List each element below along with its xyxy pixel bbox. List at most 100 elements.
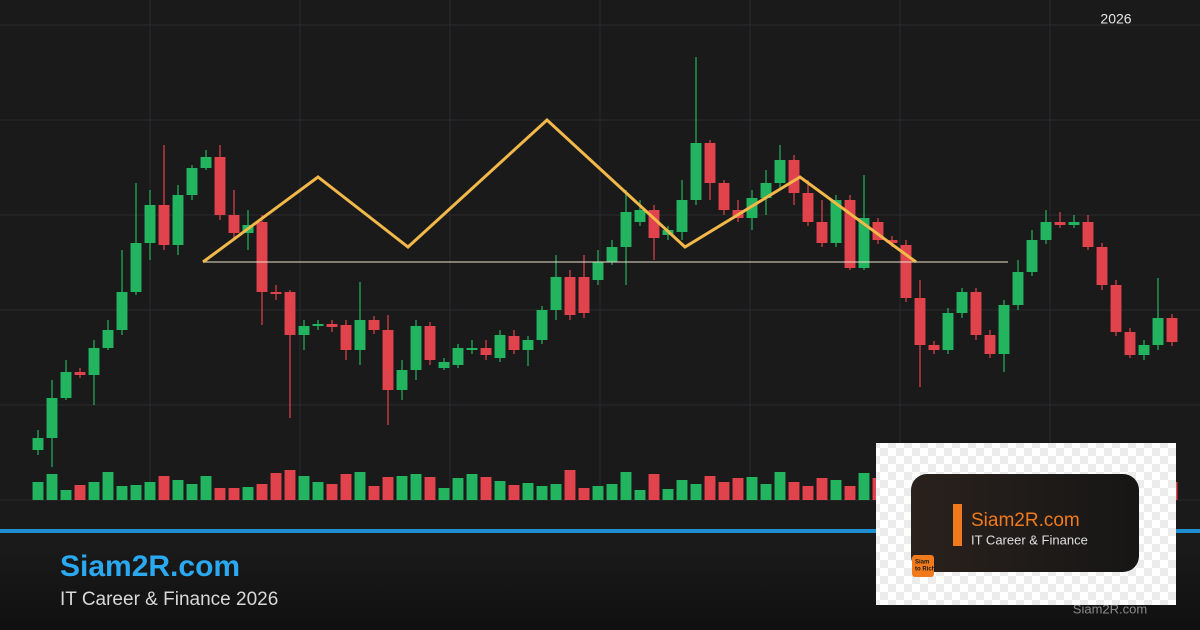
volume-bar bbox=[256, 484, 268, 500]
volume-bar bbox=[606, 484, 618, 500]
candle-body bbox=[774, 160, 786, 183]
candle-body bbox=[942, 313, 954, 350]
volume-bar bbox=[802, 486, 814, 500]
candle-body bbox=[746, 198, 758, 218]
candle-body bbox=[886, 240, 898, 243]
candle-body bbox=[1026, 240, 1038, 272]
volume-bar bbox=[578, 488, 590, 500]
candle-body bbox=[256, 222, 268, 292]
volume-bar bbox=[242, 487, 254, 500]
candle-body bbox=[1012, 272, 1024, 305]
volume-bar bbox=[620, 472, 632, 500]
volume-bar bbox=[844, 486, 856, 500]
candle-body bbox=[550, 277, 562, 310]
candle-body bbox=[228, 215, 240, 233]
candle-body bbox=[46, 398, 58, 438]
candle-body bbox=[270, 292, 282, 294]
candle-body bbox=[1096, 247, 1108, 285]
grid bbox=[0, 0, 1200, 501]
logo-tagline: IT Career & Finance bbox=[971, 532, 1088, 547]
volume-bar bbox=[32, 482, 44, 500]
volume-bar bbox=[368, 486, 380, 500]
candle-body bbox=[760, 183, 772, 198]
candle-body bbox=[1110, 285, 1122, 332]
volume-bar bbox=[326, 484, 338, 500]
volume-bar bbox=[494, 481, 506, 500]
volume-bar bbox=[662, 489, 674, 500]
volume-bar bbox=[732, 478, 744, 500]
candle-body bbox=[914, 298, 926, 345]
candle-body bbox=[830, 200, 842, 243]
candle-body bbox=[578, 277, 590, 313]
candle-body bbox=[1138, 345, 1150, 355]
candle-body bbox=[564, 277, 576, 315]
logo-card: Siam2R.com IT Career & Finance Siam to R… bbox=[876, 443, 1176, 605]
volume-bar bbox=[466, 474, 478, 500]
volume-bar bbox=[340, 474, 352, 500]
volume-bar bbox=[312, 482, 324, 500]
volume-bar bbox=[508, 485, 520, 500]
volume-bar bbox=[382, 477, 394, 500]
candle-body bbox=[186, 168, 198, 195]
volume-bar bbox=[564, 470, 576, 500]
candle-body bbox=[284, 292, 296, 335]
volume-bar bbox=[130, 485, 142, 500]
volume-bar bbox=[830, 480, 842, 500]
volume-bar bbox=[158, 476, 170, 500]
volume-bar bbox=[746, 477, 758, 500]
candle-body bbox=[536, 310, 548, 340]
candle-body bbox=[382, 330, 394, 390]
candle-body bbox=[452, 348, 464, 365]
candle-body bbox=[312, 324, 324, 326]
candle-body bbox=[522, 340, 534, 350]
candle-body bbox=[592, 262, 604, 280]
candle-body bbox=[634, 210, 646, 222]
volume-bar bbox=[760, 484, 772, 500]
volume-bar bbox=[88, 482, 100, 500]
candle-body bbox=[116, 292, 128, 330]
candle-body bbox=[900, 245, 912, 298]
candle-body bbox=[158, 205, 170, 245]
volume-bar bbox=[676, 480, 688, 500]
volume-bar bbox=[452, 478, 464, 500]
candle-body bbox=[928, 345, 940, 350]
volume-bar bbox=[144, 482, 156, 500]
candle-body bbox=[984, 335, 996, 354]
candle-body bbox=[718, 183, 730, 210]
candle-body bbox=[1054, 222, 1066, 225]
volume-bar bbox=[298, 476, 310, 500]
logo-name: Siam2R.com bbox=[971, 510, 1080, 531]
candle-body bbox=[1166, 318, 1178, 342]
volume-bar bbox=[816, 478, 828, 500]
candle-body bbox=[494, 335, 506, 358]
candle-body bbox=[816, 222, 828, 243]
candle-body bbox=[872, 222, 884, 240]
volume-bar bbox=[228, 488, 240, 500]
volume-bar bbox=[788, 482, 800, 500]
candle-body bbox=[956, 292, 968, 313]
volume-bar bbox=[424, 477, 436, 500]
candle-body bbox=[1068, 222, 1080, 225]
candle-body bbox=[354, 320, 366, 350]
volume-bar bbox=[648, 474, 660, 500]
candle-body bbox=[690, 143, 702, 200]
volume-bar bbox=[46, 474, 58, 500]
volume-bar bbox=[116, 486, 128, 500]
volume-bar bbox=[550, 484, 562, 500]
watermark: Siam2R.com bbox=[1073, 601, 1147, 616]
logo-bar bbox=[953, 504, 962, 546]
candle-body bbox=[130, 243, 142, 292]
candle-body bbox=[326, 324, 338, 327]
volume-bar bbox=[774, 472, 786, 500]
candle-body bbox=[298, 326, 310, 335]
candle-body bbox=[1082, 222, 1094, 247]
candle-body bbox=[466, 348, 478, 350]
site-title: Siam2R.com bbox=[60, 550, 240, 583]
logo-icon bbox=[912, 555, 934, 577]
volume-bar bbox=[60, 490, 72, 500]
volume-bar bbox=[284, 470, 296, 500]
candle-body bbox=[32, 438, 44, 450]
candle-body bbox=[1040, 222, 1052, 240]
candle-body bbox=[410, 326, 422, 370]
